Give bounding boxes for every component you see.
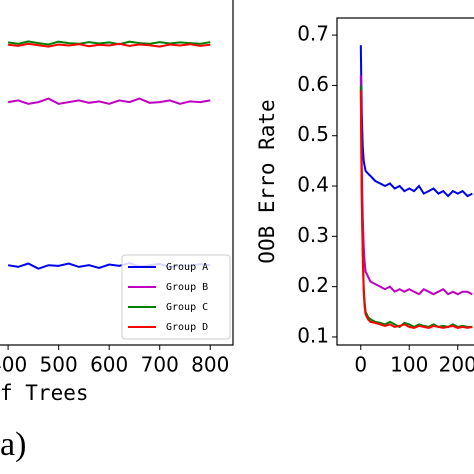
plot-area (7, 40, 211, 270)
y-tick-label: 0.3 (297, 223, 329, 247)
series-line (359, 75, 473, 296)
series-line (359, 85, 473, 329)
x-axis-label: f Trees (0, 381, 89, 405)
legend-label: Group C (166, 302, 208, 313)
x-tick-label: 400 (0, 353, 27, 377)
x-tick-label: 600 (90, 353, 128, 377)
x-tick-label: 200 (439, 353, 474, 377)
legend-label: Group D (166, 322, 208, 333)
y-tick-label: 0.7 (297, 22, 329, 46)
series-line (7, 97, 211, 105)
caption: a) (0, 426, 26, 463)
y-axis-label: OOB Erro Rate (255, 99, 279, 263)
series-line (7, 40, 211, 46)
x-tick-label: 800 (191, 353, 229, 377)
y-tick-label: 0.6 (297, 72, 329, 96)
plot-frame (0, 0, 234, 346)
y-tick-label: 0.2 (297, 273, 329, 297)
y-tick-label: 0.1 (297, 323, 329, 347)
series-line (7, 42, 211, 48)
y-tick-label: 0.4 (297, 173, 329, 197)
x-tick-label: 700 (141, 353, 179, 377)
x-tick-label: 500 (40, 353, 78, 377)
legend-label: Group A (166, 262, 208, 273)
legend-box (121, 254, 231, 340)
x-tick-label: 0 (354, 353, 367, 377)
y-tick-label: 0.5 (297, 122, 329, 146)
plot-frame (336, 17, 474, 346)
plot-area (359, 45, 473, 329)
legend-label: Group B (166, 282, 208, 293)
x-tick-label: 100 (390, 353, 428, 377)
series-line (359, 45, 473, 198)
series-line (359, 90, 473, 329)
